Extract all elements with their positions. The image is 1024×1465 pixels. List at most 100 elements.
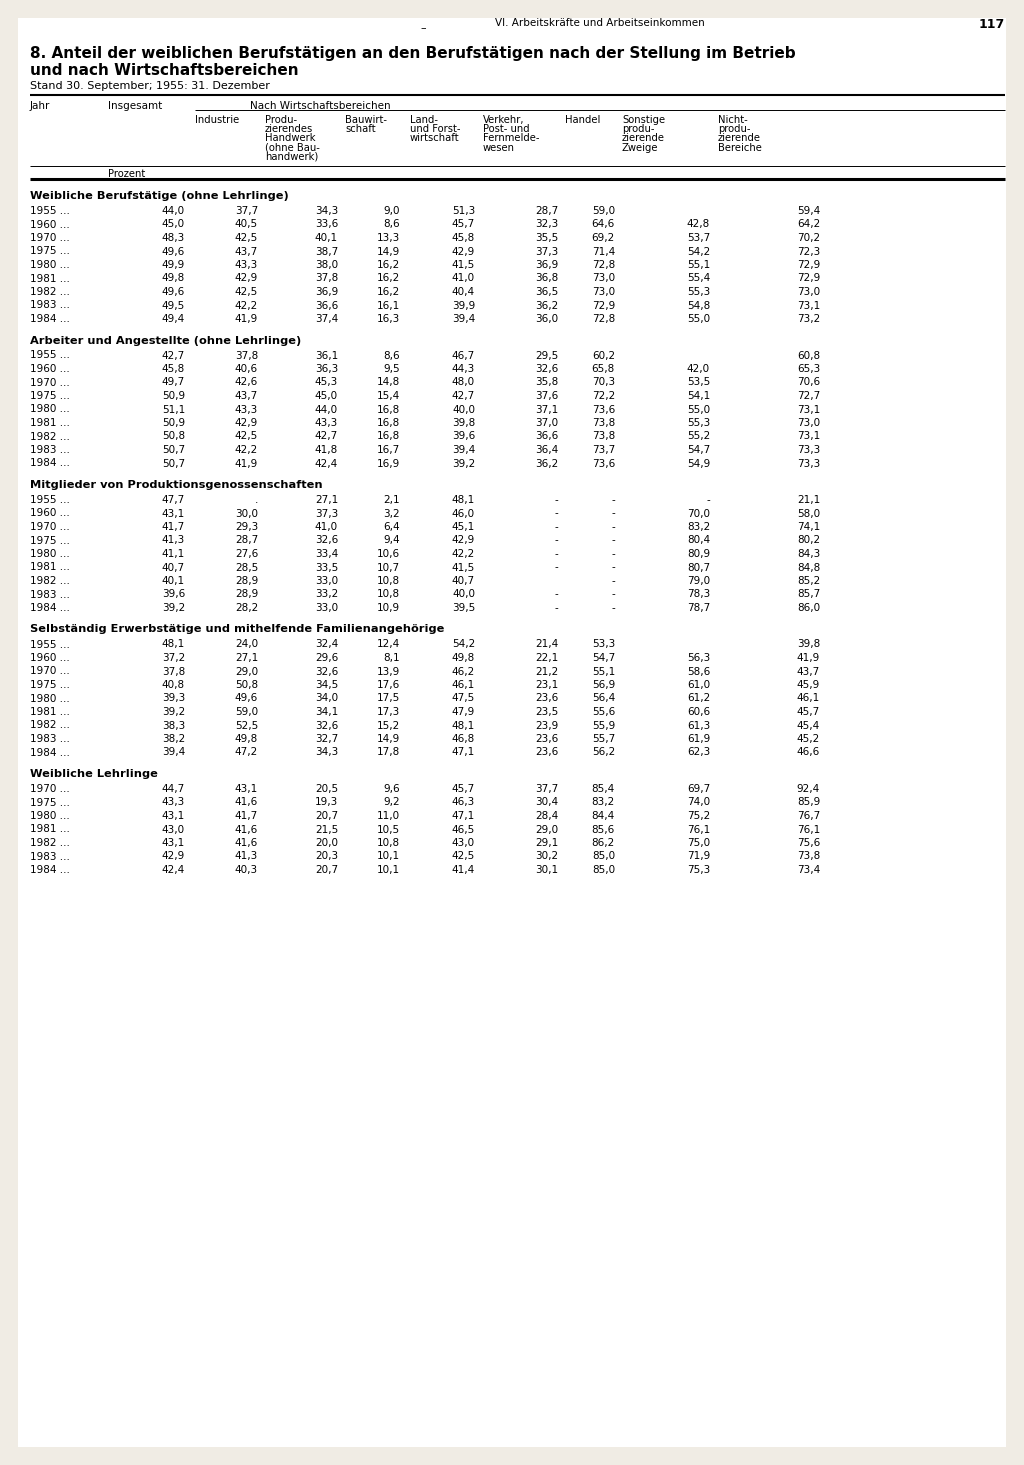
Text: 16,2: 16,2 xyxy=(377,259,400,270)
Text: 72,7: 72,7 xyxy=(797,391,820,401)
Text: 10,7: 10,7 xyxy=(377,563,400,573)
Text: 10,8: 10,8 xyxy=(377,838,400,848)
Text: 56,9: 56,9 xyxy=(592,680,615,690)
Text: 54,9: 54,9 xyxy=(687,459,710,469)
Text: 43,1: 43,1 xyxy=(162,812,185,820)
Text: 72,3: 72,3 xyxy=(797,246,820,256)
Text: 39,8: 39,8 xyxy=(797,640,820,649)
Text: 50,8: 50,8 xyxy=(162,432,185,441)
Text: 73,6: 73,6 xyxy=(592,459,615,469)
Text: 1981 ...: 1981 ... xyxy=(30,563,70,573)
Text: 48,1: 48,1 xyxy=(452,495,475,505)
Text: 64,6: 64,6 xyxy=(592,220,615,230)
Text: 45,0: 45,0 xyxy=(162,220,185,230)
Text: 73,3: 73,3 xyxy=(797,459,820,469)
Text: 42,9: 42,9 xyxy=(234,274,258,284)
Text: 46,0: 46,0 xyxy=(452,508,475,519)
Text: 42,6: 42,6 xyxy=(234,378,258,388)
Text: 56,2: 56,2 xyxy=(592,747,615,757)
Text: 51,1: 51,1 xyxy=(162,404,185,415)
Text: 9,4: 9,4 xyxy=(383,536,400,545)
Text: 34,3: 34,3 xyxy=(314,747,338,757)
Text: 33,2: 33,2 xyxy=(314,589,338,599)
Text: 46,6: 46,6 xyxy=(797,747,820,757)
Text: 41,9: 41,9 xyxy=(234,314,258,324)
Text: 73,1: 73,1 xyxy=(797,432,820,441)
Text: 46,2: 46,2 xyxy=(452,667,475,677)
Text: 23,1: 23,1 xyxy=(535,680,558,690)
Text: 45,3: 45,3 xyxy=(314,378,338,388)
Text: 40,3: 40,3 xyxy=(234,864,258,875)
Text: 45,1: 45,1 xyxy=(452,522,475,532)
Text: 1984 ...: 1984 ... xyxy=(30,604,70,612)
Text: 64,2: 64,2 xyxy=(797,220,820,230)
Text: und Forst-: und Forst- xyxy=(410,125,461,135)
Text: Insgesamt: Insgesamt xyxy=(108,101,162,111)
Text: 85,0: 85,0 xyxy=(592,864,615,875)
Text: 84,4: 84,4 xyxy=(592,812,615,820)
Text: 43,7: 43,7 xyxy=(234,246,258,256)
Text: 83,2: 83,2 xyxy=(687,522,710,532)
Text: 40,0: 40,0 xyxy=(452,589,475,599)
Text: Stand 30. September; 1955: 31. Dezember: Stand 30. September; 1955: 31. Dezember xyxy=(30,81,270,91)
Text: 16,8: 16,8 xyxy=(377,418,400,428)
Text: 37,8: 37,8 xyxy=(162,667,185,677)
Text: 50,7: 50,7 xyxy=(162,445,185,456)
Text: 48,3: 48,3 xyxy=(162,233,185,243)
Text: 1983 ...: 1983 ... xyxy=(30,445,70,456)
Text: 14,9: 14,9 xyxy=(377,734,400,744)
Text: 53,5: 53,5 xyxy=(687,378,710,388)
Text: 1981 ...: 1981 ... xyxy=(30,418,70,428)
Text: 43,1: 43,1 xyxy=(162,838,185,848)
Text: 92,4: 92,4 xyxy=(797,784,820,794)
Text: 61,9: 61,9 xyxy=(687,734,710,744)
Text: 36,6: 36,6 xyxy=(535,432,558,441)
Text: 30,0: 30,0 xyxy=(234,508,258,519)
Text: 45,7: 45,7 xyxy=(452,784,475,794)
Text: 70,2: 70,2 xyxy=(797,233,820,243)
Text: 48,1: 48,1 xyxy=(162,640,185,649)
Text: 42,9: 42,9 xyxy=(452,536,475,545)
Text: 1984 ...: 1984 ... xyxy=(30,864,70,875)
Text: 73,7: 73,7 xyxy=(592,445,615,456)
Text: 45,9: 45,9 xyxy=(797,680,820,690)
Text: 37,7: 37,7 xyxy=(535,784,558,794)
Text: 42,7: 42,7 xyxy=(314,432,338,441)
Text: 8. Anteil der weiblichen Berufstätigen an den Berufstätigen nach der Stellung im: 8. Anteil der weiblichen Berufstätigen a… xyxy=(30,45,796,62)
Text: -: - xyxy=(554,508,558,519)
Text: 41,6: 41,6 xyxy=(234,797,258,807)
Text: 39,8: 39,8 xyxy=(452,418,475,428)
Text: 76,1: 76,1 xyxy=(797,825,820,835)
Text: 1983 ...: 1983 ... xyxy=(30,851,70,861)
Text: 1981 ...: 1981 ... xyxy=(30,825,70,835)
Text: 13,3: 13,3 xyxy=(377,233,400,243)
Text: 49,6: 49,6 xyxy=(162,287,185,297)
Text: –: – xyxy=(420,23,426,34)
Text: 50,9: 50,9 xyxy=(162,391,185,401)
Text: 40,1: 40,1 xyxy=(162,576,185,586)
Text: 42,9: 42,9 xyxy=(452,246,475,256)
Text: 1970 ...: 1970 ... xyxy=(30,378,70,388)
Text: Arbeiter und Angestellte (ohne Lehrlinge): Arbeiter und Angestellte (ohne Lehrlinge… xyxy=(30,335,301,346)
Text: 1955 ...: 1955 ... xyxy=(30,350,70,360)
Text: 49,7: 49,7 xyxy=(162,378,185,388)
Text: 13,9: 13,9 xyxy=(377,667,400,677)
Text: 29,5: 29,5 xyxy=(535,350,558,360)
Text: zierende: zierende xyxy=(718,133,761,144)
Text: 29,3: 29,3 xyxy=(234,522,258,532)
Text: 20,0: 20,0 xyxy=(315,838,338,848)
Text: 10,8: 10,8 xyxy=(377,576,400,586)
Text: 54,8: 54,8 xyxy=(687,300,710,311)
Text: 1955 ...: 1955 ... xyxy=(30,495,70,505)
Text: 73,1: 73,1 xyxy=(797,404,820,415)
Text: 46,1: 46,1 xyxy=(797,693,820,703)
Text: 9,0: 9,0 xyxy=(384,207,400,215)
Text: 1982 ...: 1982 ... xyxy=(30,287,70,297)
Text: 72,9: 72,9 xyxy=(797,259,820,270)
Text: Industrie: Industrie xyxy=(195,114,240,125)
Text: 36,3: 36,3 xyxy=(314,363,338,374)
Text: 15,2: 15,2 xyxy=(377,721,400,731)
Text: 39,2: 39,2 xyxy=(162,708,185,716)
Text: -: - xyxy=(554,563,558,573)
Text: 32,3: 32,3 xyxy=(535,220,558,230)
